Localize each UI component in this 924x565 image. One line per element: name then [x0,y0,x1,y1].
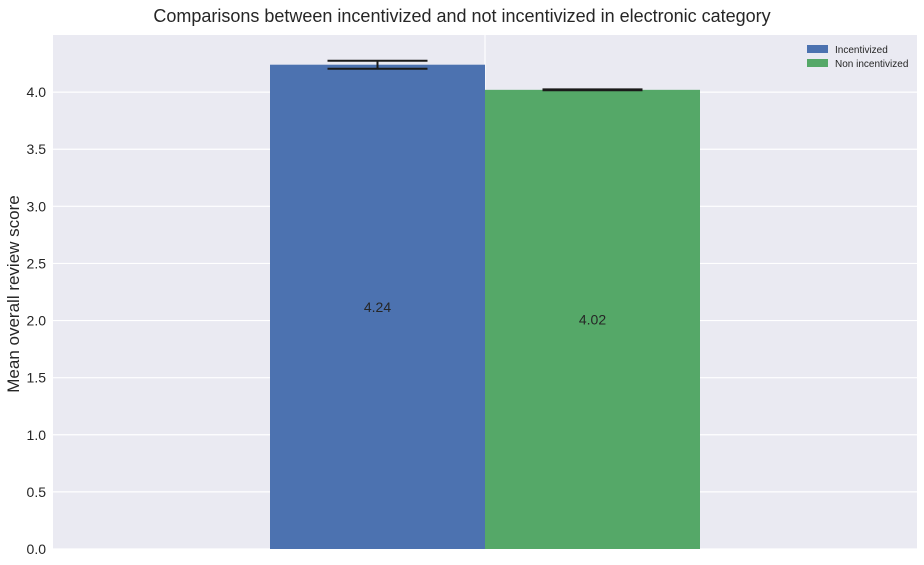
y-tick-label: 2.0 [27,313,47,329]
legend-label-non-incentivized: Non incentivized [835,59,908,70]
data-label-non-incentivized: 4.02 [579,311,606,327]
y-tick-label: 3.0 [27,198,47,214]
bar-non-incentivized [485,89,700,550]
y-tick-label: 2.5 [27,255,47,271]
data-label-incentivized: 4.24 [364,299,391,315]
y-tick-label: 1.5 [27,370,47,386]
legend: Incentivized Non incentivized [807,45,908,70]
y-axis-label: Mean overall review score [4,195,23,392]
y-tick-label: 0.5 [27,484,47,500]
y-tick-label: 4.0 [27,84,47,100]
y-tick-labels: 0.0 0.5 1.0 1.5 2.0 2.5 3.0 3.5 4.0 [27,84,47,557]
legend-label-incentivized: Incentivized [835,45,888,56]
y-tick-label: 3.5 [27,141,47,157]
error-bars [327,59,643,92]
legend-swatch-non-incentivized [807,59,828,67]
bars [270,64,700,550]
y-tick-label: 0.0 [27,541,47,557]
data-labels: 4.24 4.02 [364,299,606,328]
chart-title: Comparisons between incentivized and not… [153,6,770,26]
legend-swatch-incentivized [807,45,828,53]
y-tick-label: 1.0 [27,427,47,443]
bar-incentivized [270,64,485,549]
